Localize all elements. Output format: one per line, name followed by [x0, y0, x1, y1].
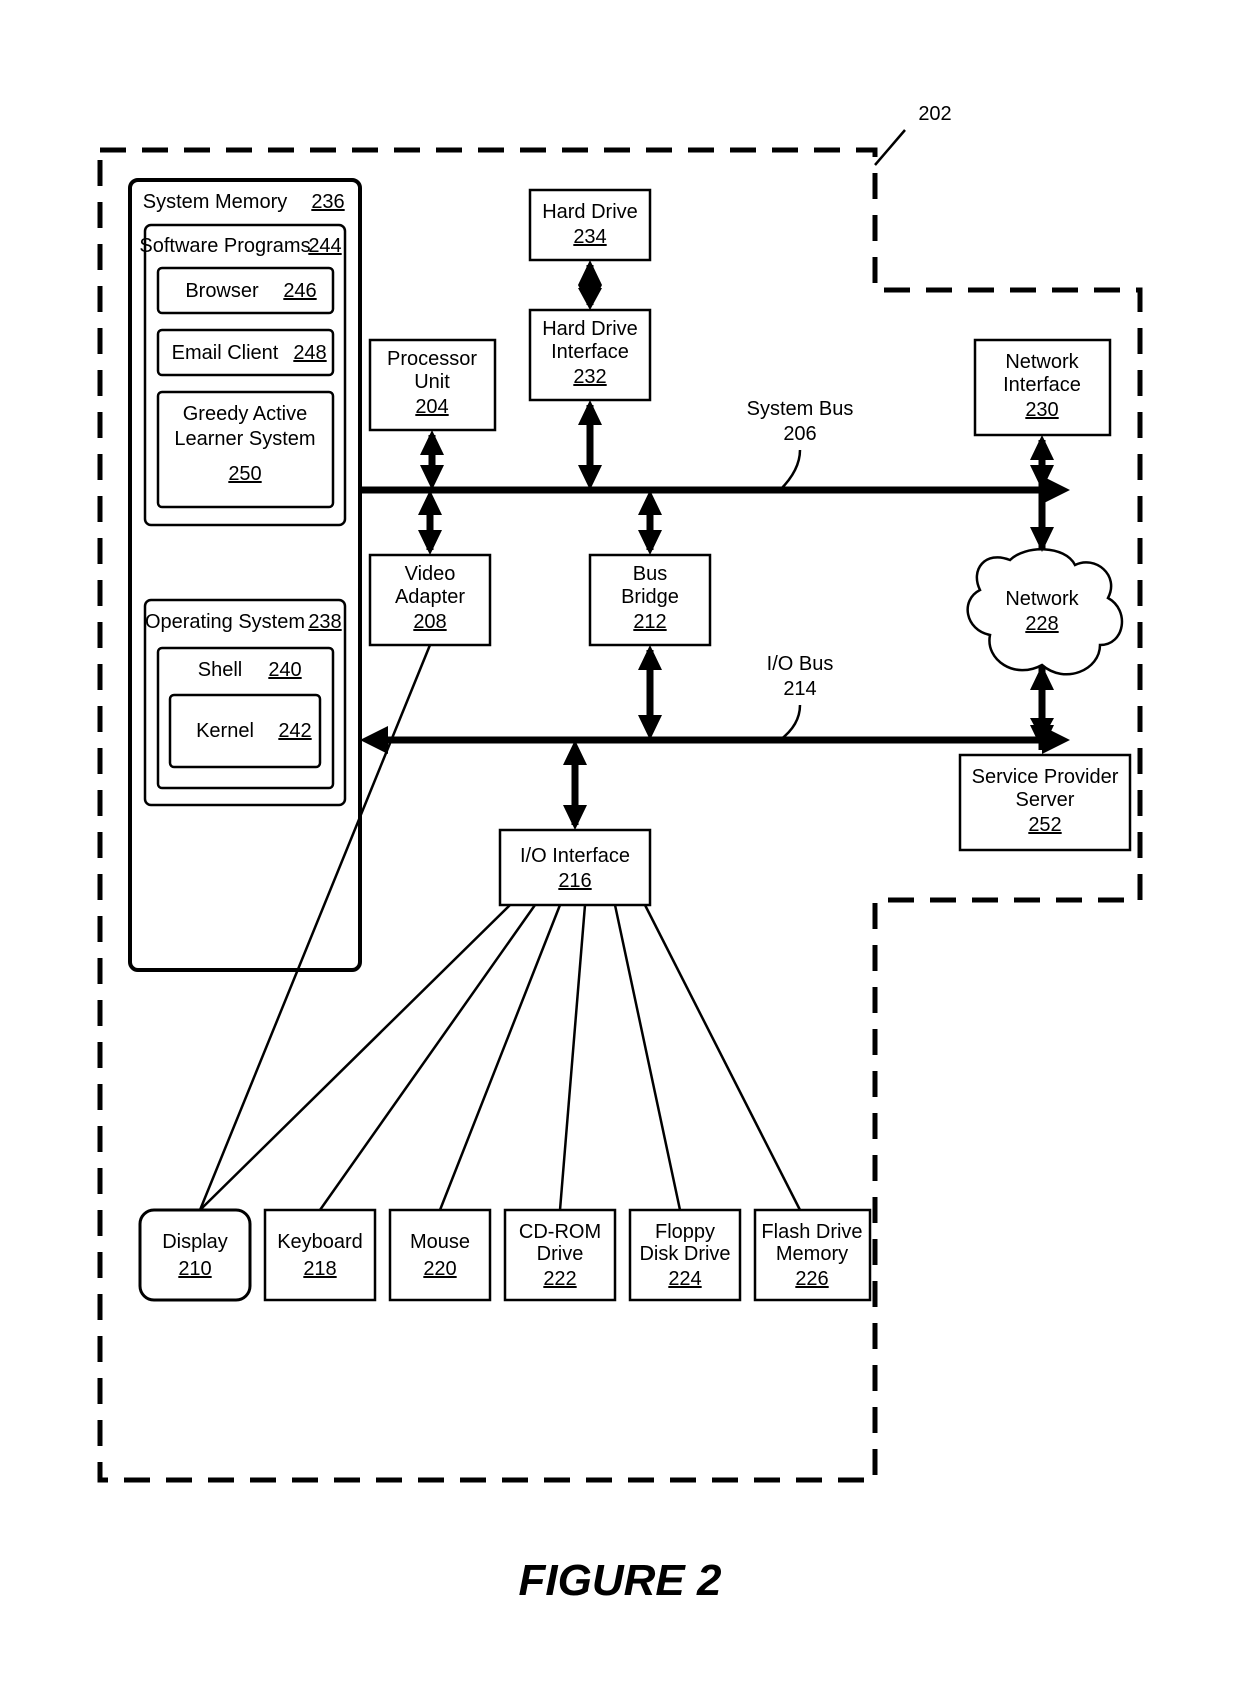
ref-202: 202: [918, 103, 951, 125]
svg-text:Bus: Bus: [633, 563, 667, 585]
svg-text:224: 224: [668, 1268, 701, 1290]
svg-text:Software Programs244: Software Programs244: [139, 235, 341, 257]
svg-text:Display: Display: [162, 1231, 228, 1253]
svg-text:226: 226: [795, 1268, 828, 1290]
svg-text:Interface: Interface: [1003, 374, 1081, 396]
svg-text:208: 208: [413, 611, 446, 633]
svg-text:Unit: Unit: [414, 371, 450, 393]
svg-text:Keyboard: Keyboard: [277, 1231, 363, 1253]
svg-text:234: 234: [573, 226, 606, 248]
io-bus-label: I/O Bus: [767, 653, 834, 675]
svg-text:I/O Interface: I/O Interface: [520, 845, 630, 867]
diagram: 202 System Bus 206 I/O Bus 214 System Me…: [0, 0, 1240, 1692]
svg-text:Greedy Active: Greedy Active: [183, 403, 308, 425]
io-interface-box: [500, 830, 650, 905]
svg-text:Network: Network: [1005, 588, 1079, 610]
svg-text:Hard Drive: Hard Drive: [542, 201, 638, 223]
svg-text:218: 218: [303, 1258, 336, 1280]
io-bus-num: 214: [783, 678, 816, 700]
svg-text:Email Client248: Email Client248: [172, 342, 327, 364]
svg-text:Bridge: Bridge: [621, 586, 679, 608]
svg-text:230: 230: [1025, 399, 1058, 421]
svg-text:204: 204: [415, 396, 448, 418]
system-bus-label: System Bus: [747, 398, 854, 420]
keyboard-box: [265, 1210, 375, 1300]
svg-text:Flash Drive: Flash Drive: [761, 1221, 862, 1243]
svg-text:Learner System: Learner System: [174, 428, 315, 450]
svg-text:Processor: Processor: [387, 348, 477, 370]
svg-text:Memory: Memory: [776, 1243, 848, 1265]
svg-text:Operating System238: Operating System238: [145, 611, 342, 633]
svg-text:Service Provider: Service Provider: [972, 766, 1119, 788]
svg-text:250: 250: [228, 463, 261, 485]
svg-text:Adapter: Adapter: [395, 586, 465, 608]
svg-text:220: 220: [423, 1258, 456, 1280]
display-box: [140, 1210, 250, 1300]
svg-text:Drive: Drive: [537, 1243, 584, 1265]
svg-text:222: 222: [543, 1268, 576, 1290]
svg-text:216: 216: [558, 870, 591, 892]
svg-text:252: 252: [1028, 814, 1061, 836]
svg-text:232: 232: [573, 366, 606, 388]
system-bus-num: 206: [783, 423, 816, 445]
mouse-box: [390, 1210, 490, 1300]
svg-text:Browser246: Browser246: [185, 280, 316, 302]
svg-text:Hard Drive: Hard Drive: [542, 318, 638, 340]
svg-text:Disk Drive: Disk Drive: [639, 1243, 730, 1265]
svg-text:Mouse: Mouse: [410, 1231, 470, 1253]
svg-text:Interface: Interface: [551, 341, 629, 363]
svg-text:CD-ROM: CD-ROM: [519, 1221, 601, 1243]
svg-text:Network: Network: [1005, 351, 1079, 373]
svg-text:210: 210: [178, 1258, 211, 1280]
svg-text:Video: Video: [405, 563, 456, 585]
svg-text:Kernel242: Kernel242: [196, 720, 312, 742]
svg-text:212: 212: [633, 611, 666, 633]
svg-text:Floppy: Floppy: [655, 1221, 715, 1243]
svg-text:System Memory236: System Memory236: [143, 191, 345, 213]
figure-label: FIGURE 2: [519, 1556, 722, 1605]
network-cloud: [968, 549, 1122, 674]
svg-text:228: 228: [1025, 613, 1058, 635]
svg-text:Server: Server: [1016, 789, 1075, 811]
